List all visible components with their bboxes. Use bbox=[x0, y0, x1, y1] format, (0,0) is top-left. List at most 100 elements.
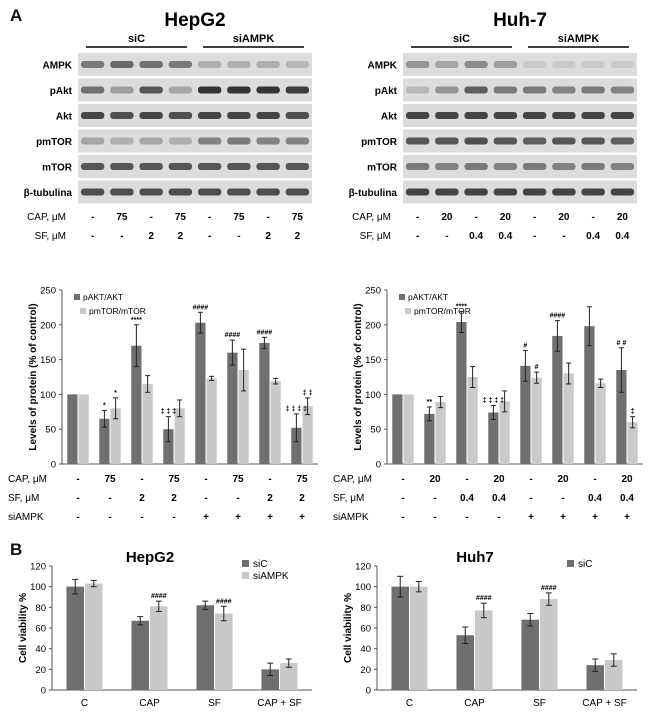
blot-band bbox=[610, 61, 635, 68]
blot-band bbox=[197, 163, 222, 170]
blot-band bbox=[610, 137, 635, 145]
treatment-row-value: - bbox=[204, 493, 207, 504]
y-tick-label: 40 bbox=[360, 644, 371, 655]
treatment-row-label: CAP, μM bbox=[333, 474, 372, 485]
treatment-row-value: 2 bbox=[267, 493, 273, 504]
legend-swatch bbox=[242, 572, 249, 579]
significance-marker: **** bbox=[131, 317, 142, 324]
bar bbox=[261, 669, 279, 690]
y-tick-label: 250 bbox=[365, 286, 381, 297]
blot-treatment-value: 20 bbox=[500, 212, 512, 223]
blot-band bbox=[110, 163, 134, 170]
bar bbox=[131, 620, 149, 690]
treatment-row-value: - bbox=[465, 512, 468, 523]
bar bbox=[552, 335, 563, 464]
blot-group-label: siAMPK bbox=[558, 33, 600, 45]
blot-band bbox=[197, 188, 222, 196]
blot-band bbox=[256, 61, 280, 68]
blot-row-label: Akt bbox=[56, 112, 73, 123]
bar bbox=[196, 605, 214, 690]
blot-row-label: pmTOR bbox=[361, 137, 398, 148]
blot-band bbox=[464, 188, 488, 196]
bar bbox=[174, 408, 185, 464]
blot-band bbox=[80, 112, 105, 119]
blot-band bbox=[435, 137, 459, 145]
y-tick-label: 120 bbox=[355, 562, 371, 573]
treatment-row-value: 0.4 bbox=[588, 493, 602, 504]
y-tick-label: 0 bbox=[51, 460, 56, 471]
bar bbox=[456, 322, 467, 464]
blot-band bbox=[256, 188, 280, 196]
bar bbox=[499, 401, 510, 464]
bar bbox=[435, 402, 446, 464]
blot-band bbox=[227, 163, 251, 170]
blot-band bbox=[405, 137, 430, 145]
bar bbox=[195, 322, 206, 464]
legend-label: pAKT/AKT bbox=[83, 292, 123, 302]
treatment-row-value: + bbox=[592, 512, 598, 523]
blot-strip bbox=[78, 78, 312, 102]
significance-marker: ‡ ‡ ‡ ‡ bbox=[286, 406, 308, 413]
blot-treatment-value: - bbox=[416, 231, 419, 242]
blot-band bbox=[139, 112, 163, 119]
blot-band bbox=[168, 188, 193, 196]
treatment-row-value: + bbox=[299, 512, 305, 523]
y-tick-label: 20 bbox=[360, 665, 371, 676]
blot-band bbox=[464, 86, 488, 94]
blot-treatment-value: 0.4 bbox=[469, 231, 483, 242]
treatment-row-value: - bbox=[401, 512, 404, 523]
blot-row-label: β-tubulina bbox=[24, 188, 73, 199]
treatment-row-value: 20 bbox=[429, 474, 441, 485]
treatment-row-value: - bbox=[465, 474, 468, 485]
legend-label: pmTOR/mTOR bbox=[89, 306, 146, 316]
treatment-row-value: - bbox=[433, 493, 436, 504]
treatment-row-value: 0.4 bbox=[492, 493, 506, 504]
bar bbox=[291, 427, 302, 464]
blot-band bbox=[256, 163, 280, 170]
treatment-row-value: - bbox=[76, 474, 79, 485]
legend-swatch bbox=[74, 294, 80, 300]
blot-strip bbox=[78, 129, 312, 153]
blot-band bbox=[522, 112, 547, 119]
treatment-row-value: - bbox=[76, 512, 79, 523]
y-tick-label: 80 bbox=[360, 603, 371, 614]
blot-band bbox=[493, 163, 518, 170]
bar bbox=[163, 429, 174, 464]
y-tick-label: 60 bbox=[35, 624, 46, 635]
cell-viability-chart-huh7: Huh7 0 20 40 60 80 100 120 Cell viability % siC ##… bbox=[343, 549, 637, 709]
blot-treatment-label: SF, μM bbox=[360, 231, 391, 242]
significance-marker: ‡ ‡ ‡ bbox=[161, 409, 177, 416]
treatment-row-value: - bbox=[401, 493, 404, 504]
legend-label: siC bbox=[578, 559, 592, 570]
x-tick-label: SF bbox=[533, 698, 546, 709]
blot-treatment-label: CAP, μM bbox=[352, 212, 391, 223]
treatment-row-value: - bbox=[140, 474, 143, 485]
bar bbox=[424, 413, 435, 464]
blot-band bbox=[405, 188, 430, 196]
blot-band bbox=[285, 86, 310, 94]
blot-treatment-value: - bbox=[149, 212, 152, 223]
blot-treatment-value: - bbox=[591, 212, 594, 223]
bar bbox=[605, 660, 623, 690]
blot-row-label: pAkt bbox=[375, 86, 398, 97]
blot-row-label: AMPK bbox=[43, 61, 73, 72]
blot-strip bbox=[403, 53, 637, 76]
blot-strip bbox=[78, 155, 312, 178]
bar bbox=[467, 377, 478, 464]
y-tick-label: 150 bbox=[365, 355, 381, 366]
bar bbox=[85, 583, 103, 690]
blot-row-label: AMPK bbox=[368, 61, 398, 72]
blot-band bbox=[285, 188, 310, 196]
blot-treatment-value: 75 bbox=[175, 212, 187, 223]
blot-strip bbox=[78, 53, 312, 76]
y-tick-label: 100 bbox=[365, 390, 381, 401]
legend-label: siC bbox=[253, 559, 267, 570]
x-tick-label: C bbox=[406, 698, 413, 709]
significance-marker: ** bbox=[427, 399, 433, 406]
bar bbox=[520, 365, 531, 464]
y-tick-label: 100 bbox=[30, 582, 46, 593]
bar bbox=[206, 378, 217, 464]
bar bbox=[403, 394, 414, 464]
x-tick-label: CAP bbox=[139, 698, 160, 709]
